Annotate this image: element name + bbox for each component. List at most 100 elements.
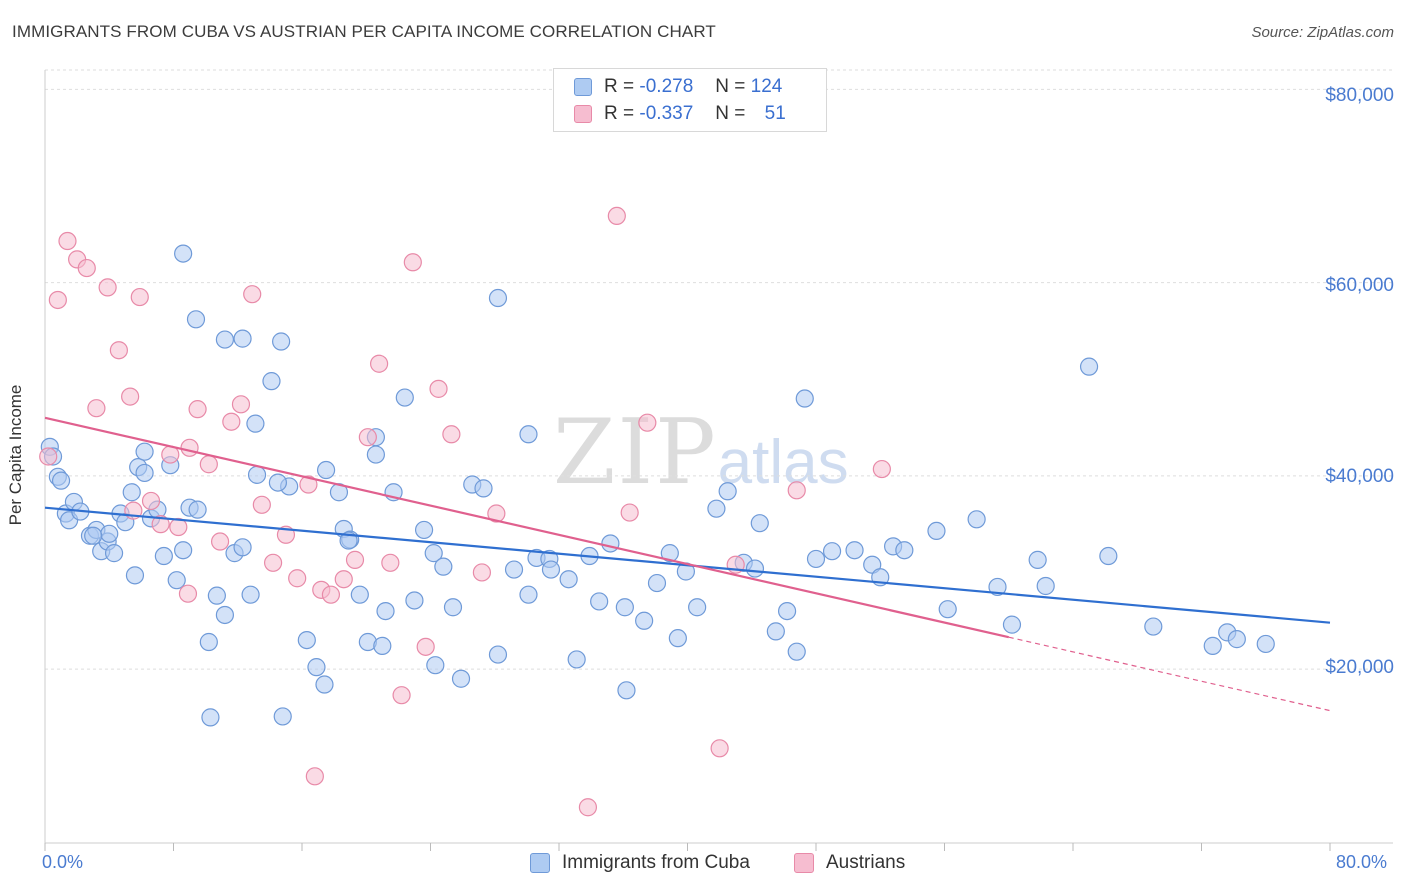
point-pink-22 [263,553,283,572]
point-blue-64 [590,592,609,611]
legend-r-label: R = [604,76,635,97]
point-blue-91 [988,577,1007,597]
y-axis-label: Per Capita Income [6,384,25,526]
point-blue-95 [1099,546,1118,566]
legend-swatch-austrians [574,105,592,123]
point-blue-47 [395,388,414,407]
point-blue-89 [938,600,957,619]
point-blue-82 [822,542,842,561]
legend-n-value-austrians: 51 [764,103,786,124]
point-blue-118 [426,656,445,675]
point-blue-107 [233,329,252,348]
point-pink-48 [305,767,324,786]
series-legend-label-austrians: Austrians [826,852,906,873]
source-label: Source: ZipAtlas.com [1251,24,1394,41]
point-pink-31 [370,354,389,373]
point-blue-108 [246,414,265,433]
point-pink-18 [222,412,241,431]
point-blue-119 [615,598,634,617]
point-pink-21 [252,495,271,514]
x-tick-label-min: 0.0% [42,852,84,872]
legend-r-value-cuba: -0.278 [639,76,694,97]
point-pink-50 [180,438,199,457]
point-blue-81 [806,549,826,569]
point-blue-34 [272,332,291,351]
point-blue-88 [927,521,946,541]
point-blue-100 [1256,634,1275,654]
point-blue-56 [488,645,508,664]
point-blue-37 [307,658,326,677]
point-pink-39 [487,504,506,523]
point-pink-38 [472,563,491,582]
point-blue-114 [519,425,538,444]
point-pink-9 [130,287,149,307]
point-blue-61 [559,570,578,589]
point-blue-122 [1036,576,1055,596]
legend-n-label: N = [715,76,746,97]
point-blue-20 [154,546,173,566]
point-pink-28 [334,570,353,589]
legend-r-label: R = [604,103,635,124]
point-pink-7 [109,341,128,360]
point-blue-112 [366,445,385,464]
point-blue-73 [707,499,726,518]
point-blue-97 [1203,636,1222,655]
point-blue-76 [750,514,769,533]
correlation-legend: R = -0.278 N = 124 R = -0.337 N = 51 [553,68,827,132]
point-pink-17 [210,532,230,551]
point-blue-52 [443,598,463,617]
point-blue-90 [967,510,986,529]
watermark: ZIPatlas [553,400,849,505]
series-legend-austrians: Austrians [794,852,905,874]
series-legend-swatch-cuba [530,853,550,873]
legend-r-value-austrians: -0.337 [639,103,694,124]
x-tick-label-max: 80.0% [1336,852,1388,872]
point-blue-78 [777,601,797,621]
point-pink-0 [39,447,58,466]
point-blue-12 [104,544,124,563]
point-pink-35 [416,637,435,656]
point-blue-42 [350,585,369,604]
point-blue-65 [601,534,620,553]
point-blue-62 [567,650,586,669]
point-pink-46 [787,481,806,500]
point-pink-25 [299,475,318,494]
y-tick-label-20000: $20,000 [1325,657,1394,678]
point-pink-6 [98,278,117,297]
point-blue-66 [617,681,636,700]
point-blue-45 [376,601,395,621]
point-blue-22 [167,571,186,590]
chart-title: IMMIGRANTS FROM CUBA VS AUSTRIAN PER CAP… [12,22,716,41]
watermark-zip: ZIP [553,400,718,505]
point-blue-31 [241,585,260,604]
point-blue-79 [787,642,806,661]
point-blue-69 [660,544,679,563]
point-pink-19 [231,395,251,414]
point-pink-34 [403,253,422,272]
point-blue-17 [135,442,154,461]
point-blue-30 [233,538,252,557]
point-blue-33 [262,372,281,391]
point-blue-117 [84,526,103,545]
point-blue-113 [488,288,508,308]
point-blue-25 [188,500,207,519]
legend-n-value-cuba: 124 [750,76,783,97]
point-pink-32 [381,553,400,572]
point-blue-103 [135,463,154,483]
point-pink-24 [288,569,307,588]
point-blue-102 [273,707,292,726]
series-legend-cuba: Immigrants from Cuba [530,852,750,874]
point-pink-30 [358,428,377,447]
point-blue-120 [541,560,561,579]
point-blue-3 [51,471,71,490]
point-blue-123 [373,636,392,655]
point-pink-37 [442,425,461,444]
point-blue-99 [1227,630,1246,649]
point-pink-40 [578,798,598,817]
point-blue-106 [215,330,234,349]
point-pink-13 [169,517,188,537]
point-pink-42 [620,503,639,522]
point-blue-83 [845,541,864,560]
trendline-dashed-pink [1008,636,1331,712]
